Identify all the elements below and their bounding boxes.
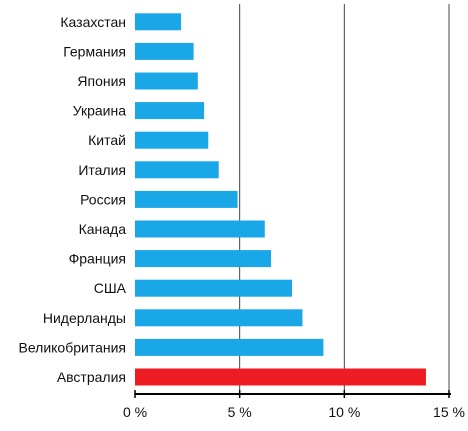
grid-lines: [239, 4, 450, 394]
x-axis: [134, 390, 451, 398]
category-label: Россия: [80, 191, 126, 207]
x-tick-label: 15 %: [433, 404, 465, 420]
bar: [135, 72, 198, 90]
bar: [135, 250, 272, 268]
bar: [135, 279, 292, 297]
bar: [135, 161, 219, 179]
category-label: Япония: [77, 73, 126, 89]
category-label: Великобритания: [18, 339, 126, 355]
category-labels: Казахстан Германия Япония Украина Китай Итали…: [18, 14, 126, 385]
category-label: Украина: [73, 103, 127, 119]
bar: [135, 13, 182, 31]
category-label: Китай: [88, 132, 126, 148]
bar: [135, 220, 265, 238]
x-tick-label: 10 %: [328, 404, 360, 420]
x-tick-labels: 0 % 5 % 10 % 15 %: [123, 404, 465, 420]
bar: [135, 368, 426, 386]
bar: [135, 309, 303, 327]
category-label: Нидерланды: [43, 310, 126, 326]
category-label: Канада: [79, 221, 127, 237]
bar: [135, 102, 205, 120]
bars: [135, 13, 426, 386]
category-label: Италия: [78, 162, 126, 178]
x-tick-label: 5 %: [228, 404, 252, 420]
category-label: Германия: [63, 43, 126, 59]
bar: [135, 338, 324, 356]
bar: [135, 131, 209, 149]
category-label: США: [94, 280, 127, 296]
x-tick-label: 0 %: [123, 404, 147, 420]
bar: [135, 190, 238, 208]
bar: [135, 42, 194, 60]
category-label: Казахстан: [60, 14, 126, 30]
category-label: Франция: [69, 251, 126, 267]
category-label: Австралия: [57, 369, 126, 385]
